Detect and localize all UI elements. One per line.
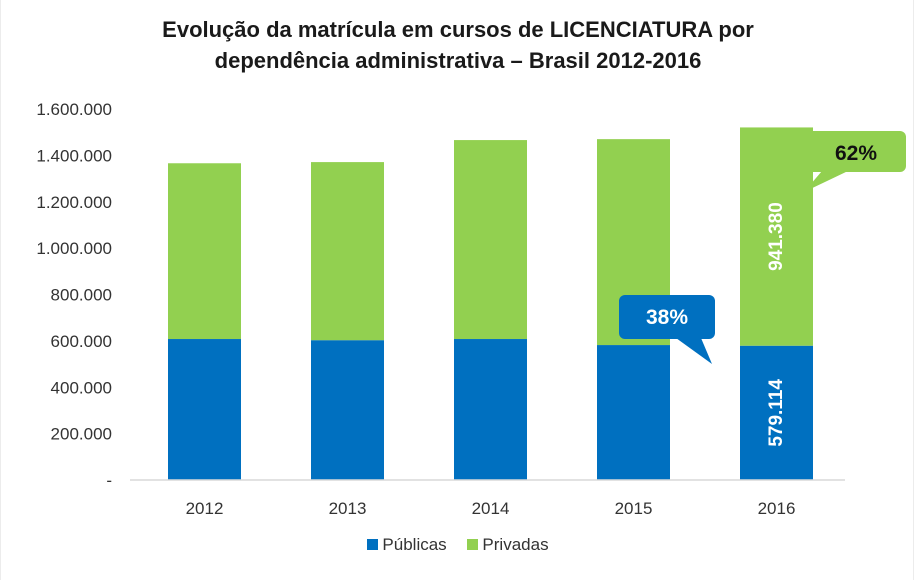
legend-item-privadas: Privadas bbox=[467, 535, 549, 555]
y-tick-label: 1.200.000 bbox=[36, 193, 112, 212]
data-label-publicas-2016: 579.114 bbox=[766, 379, 787, 447]
x-tick-label: 2014 bbox=[472, 499, 510, 518]
chart-title-line-1: Evolução da matrícula em cursos de LICEN… bbox=[162, 17, 754, 42]
bar-publicas-2016 bbox=[740, 345, 813, 480]
legend-label-privadas: Privadas bbox=[482, 535, 549, 554]
bar-publicas-2013 bbox=[311, 340, 384, 480]
callout-text: 62% bbox=[835, 142, 877, 165]
callout-pointer bbox=[804, 171, 848, 192]
legend-swatch-privadas bbox=[467, 539, 479, 550]
callouts: 38% 62% bbox=[619, 131, 906, 364]
bar-privadas-2013 bbox=[311, 162, 384, 341]
y-tick-label: 800.000 bbox=[51, 286, 112, 305]
x-tick-label: 2013 bbox=[329, 499, 367, 518]
y-tick-label: 600.000 bbox=[51, 332, 112, 351]
chart-title: Evolução da matrícula em cursos de LICEN… bbox=[0, 14, 916, 76]
frame-border-right bbox=[913, 0, 914, 580]
y-tick-label: 1.400.000 bbox=[36, 146, 112, 165]
callout-pointer bbox=[676, 338, 712, 364]
bar-publicas-2015 bbox=[597, 345, 670, 480]
bar-privadas-2012 bbox=[168, 163, 241, 340]
frame-border-left bbox=[0, 0, 1, 580]
callout-box bbox=[806, 131, 906, 172]
data-labels: 579.114 941.380 bbox=[766, 202, 787, 446]
x-tick-label: 2015 bbox=[615, 499, 653, 518]
bars bbox=[168, 127, 813, 480]
y-axis: - 200.000 400.000 600.000 800.000 1.000.000 1.… bbox=[36, 100, 112, 490]
callout-privadas: 62% bbox=[804, 131, 906, 192]
y-tick-label: 400.000 bbox=[51, 378, 112, 397]
y-tick-label: 1.000.000 bbox=[36, 239, 112, 258]
x-tick-label: 2012 bbox=[186, 499, 224, 518]
bar-privadas-2014 bbox=[454, 140, 527, 340]
x-tick-label: 2016 bbox=[758, 499, 796, 518]
y-tick-label: 1.600.000 bbox=[36, 100, 112, 119]
bar-privadas-2016 bbox=[740, 127, 813, 346]
chart-title-line-2: dependência administrativa – Brasil 2012… bbox=[214, 48, 702, 73]
x-axis: 2012 2013 2014 2015 2016 bbox=[186, 499, 796, 518]
callout-box bbox=[619, 295, 715, 339]
callout-publicas: 38% bbox=[619, 295, 715, 364]
legend-swatch-publicas bbox=[367, 539, 379, 550]
data-label-privadas-2016: 941.380 bbox=[766, 202, 787, 271]
y-tick-label: 200.000 bbox=[51, 425, 112, 444]
bar-publicas-2014 bbox=[454, 339, 527, 480]
legend-item-publicas: Públicas bbox=[367, 535, 447, 555]
legend-label-publicas: Públicas bbox=[382, 535, 447, 554]
y-tick-label: - bbox=[106, 471, 112, 490]
bar-publicas-2012 bbox=[168, 339, 241, 480]
callout-text: 38% bbox=[646, 306, 688, 329]
legend: Públicas Privadas bbox=[0, 535, 916, 555]
